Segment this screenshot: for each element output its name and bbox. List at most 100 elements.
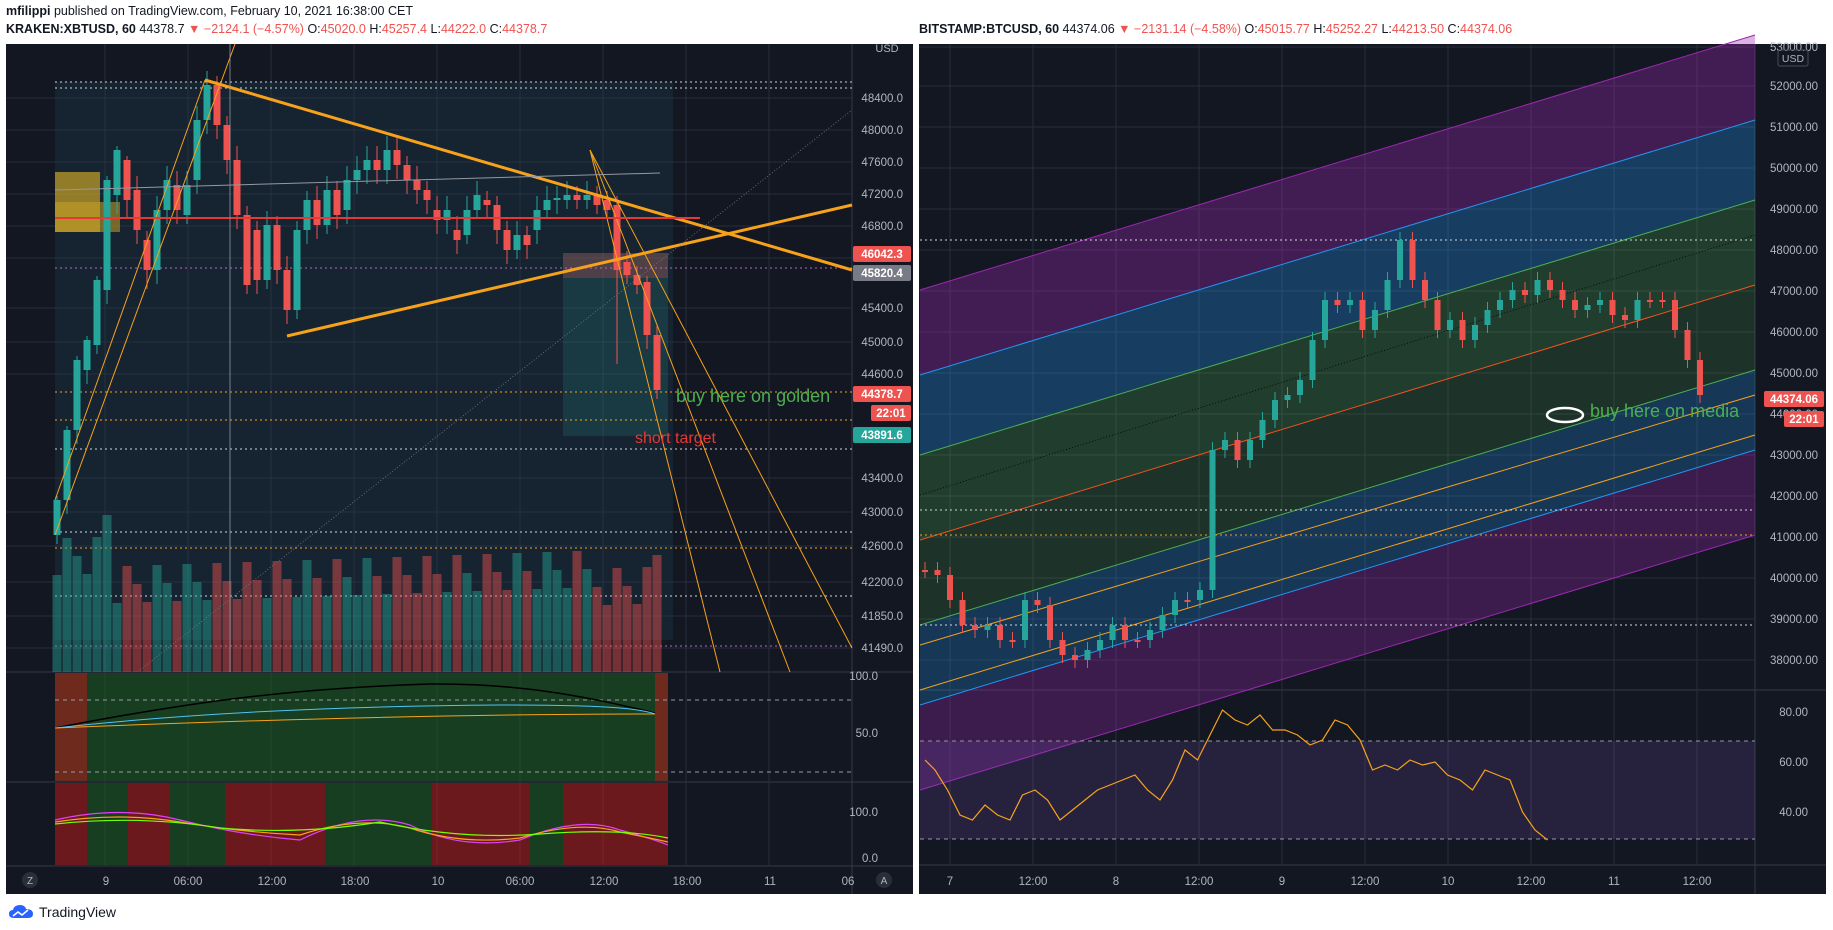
right-candle <box>1247 440 1253 460</box>
left-candle <box>403 165 411 180</box>
left-h-label: H: <box>369 22 382 36</box>
left-volume-bar <box>152 565 162 672</box>
left-price-tag-text: 45820.4 <box>861 268 903 280</box>
right-time-tick: 10 <box>1442 876 1455 888</box>
left-candle <box>303 200 311 230</box>
left-volume-bar <box>412 593 422 672</box>
left-candle <box>103 180 111 290</box>
left-time-tick: 11 <box>764 876 776 888</box>
left-price-tag-text: 44378.7 <box>861 389 903 401</box>
left-price-tick: 46800.0 <box>861 221 903 233</box>
left-price-tick: 41850.0 <box>861 611 903 623</box>
left-volume-bar <box>482 554 492 672</box>
left-volume-bar <box>512 553 522 672</box>
right-price-tick: 48000.00 <box>1770 245 1818 257</box>
brand-name: TradingView <box>39 904 117 920</box>
right-candle <box>1472 325 1478 340</box>
left-last: 44378.7 <box>139 22 185 36</box>
right-candle <box>1059 640 1066 655</box>
left-candle <box>523 235 531 245</box>
left-price-tick: 42200.0 <box>861 577 903 589</box>
right-annotation-circle <box>1545 406 1585 424</box>
left-volume-bar <box>552 570 562 672</box>
left-high: 45257.4 <box>381 22 428 36</box>
left-indicator-tick: 100.0 <box>849 671 878 683</box>
right-candle <box>1034 600 1041 605</box>
left-symbol[interactable]: KRAKEN:XBTUSD, 60 <box>6 22 136 36</box>
right-price-tick: 45000.00 <box>1770 368 1818 380</box>
left-indicator-tick: 0.0 <box>862 853 878 865</box>
left-candle <box>143 240 151 270</box>
left-price-tag <box>871 405 911 421</box>
left-volume-bar <box>442 592 452 672</box>
left-candle <box>453 230 461 240</box>
left-candle <box>73 360 81 430</box>
left-price-tick: 47600.0 <box>861 157 903 169</box>
right-candle <box>1109 625 1116 640</box>
left-l-label: L: <box>430 22 441 36</box>
left-close: 44378.7 <box>502 22 548 36</box>
left-volume-bar <box>622 586 632 672</box>
right-candle <box>1097 640 1103 650</box>
tradingview-logo[interactable]: TradingView <box>8 904 116 920</box>
left-volume-bar <box>372 576 382 672</box>
right-candle <box>1009 640 1016 642</box>
left-corner-a-text: A <box>881 876 888 887</box>
charts-canvas[interactable]: USD 48400.0 48000.0 47600.0 47200.0 46800.0 46… <box>0 0 1833 896</box>
right-candle <box>1572 300 1578 310</box>
right-rsi-tick: 60.00 <box>1779 757 1808 769</box>
left-volume-bar <box>362 558 372 672</box>
left-candle <box>243 215 251 285</box>
left-volume-bar <box>212 563 222 672</box>
left-volume-bar <box>192 582 202 672</box>
right-price-tick: 42000.00 <box>1770 491 1818 503</box>
right-last: 44374.06 <box>1062 22 1115 36</box>
left-annotation-buy: buy here on golden <box>676 386 830 406</box>
right-time-tick: 12:00 <box>1517 876 1546 888</box>
right-candle <box>1072 655 1078 660</box>
right-candle <box>1672 300 1678 330</box>
left-candle <box>643 282 651 335</box>
left-price-tag-text: 43891.6 <box>861 430 903 442</box>
right-candle <box>1309 340 1316 380</box>
left-price-tick: 45000.0 <box>861 337 903 349</box>
left-candle <box>533 210 541 230</box>
right-price-tag <box>1784 411 1824 427</box>
author-name[interactable]: mfilippi <box>6 4 51 18</box>
left-pane3-segment <box>563 783 668 865</box>
right-symbol[interactable]: BITSTAMP:BTCUSD, 60 <box>919 22 1060 36</box>
left-volume-bar <box>92 537 102 672</box>
right-candle <box>1409 240 1416 280</box>
left-volume-bar <box>342 577 352 672</box>
right-time-tick: 8 <box>1113 876 1119 888</box>
left-candle <box>263 225 271 280</box>
right-candle <box>984 625 991 630</box>
left-triangle-lower <box>286 203 853 338</box>
left-fan-line <box>589 149 791 673</box>
left-volume-bar <box>62 538 72 672</box>
right-price-tick: 43000.00 <box>1770 450 1818 462</box>
left-volume-bar <box>252 580 262 672</box>
right-price-tick: 40000.00 <box>1770 573 1818 585</box>
left-corner-z <box>22 872 38 888</box>
left-pane2-line <box>54 713 656 729</box>
right-channel-line <box>919 34 1756 291</box>
left-price-tick: 43000.0 <box>861 507 903 519</box>
left-candle <box>443 210 451 220</box>
header-bar: mfilippi published on TradingView.com, F… <box>0 0 1833 40</box>
right-h-label: H: <box>1313 22 1326 36</box>
right-channel-blue-bottom <box>920 370 1755 705</box>
right-channel-line <box>919 199 1756 456</box>
left-pane3-line <box>54 819 669 839</box>
right-time-tick: 7 <box>947 876 953 888</box>
left-trend-line <box>54 43 236 536</box>
left-candle <box>123 160 131 200</box>
left-pane3-segment <box>432 783 530 865</box>
left-price-tick: 44600.0 <box>861 369 903 381</box>
right-price-tick: 51000.00 <box>1770 122 1818 134</box>
left-dotted-trend <box>139 109 853 671</box>
right-candle <box>1522 290 1528 295</box>
right-rsi-band <box>920 741 1755 839</box>
left-volume-bar <box>132 584 142 672</box>
left-legend: KRAKEN:XBTUSD, 60 44378.7 ▼ −2124.1 (−4.… <box>6 22 547 36</box>
